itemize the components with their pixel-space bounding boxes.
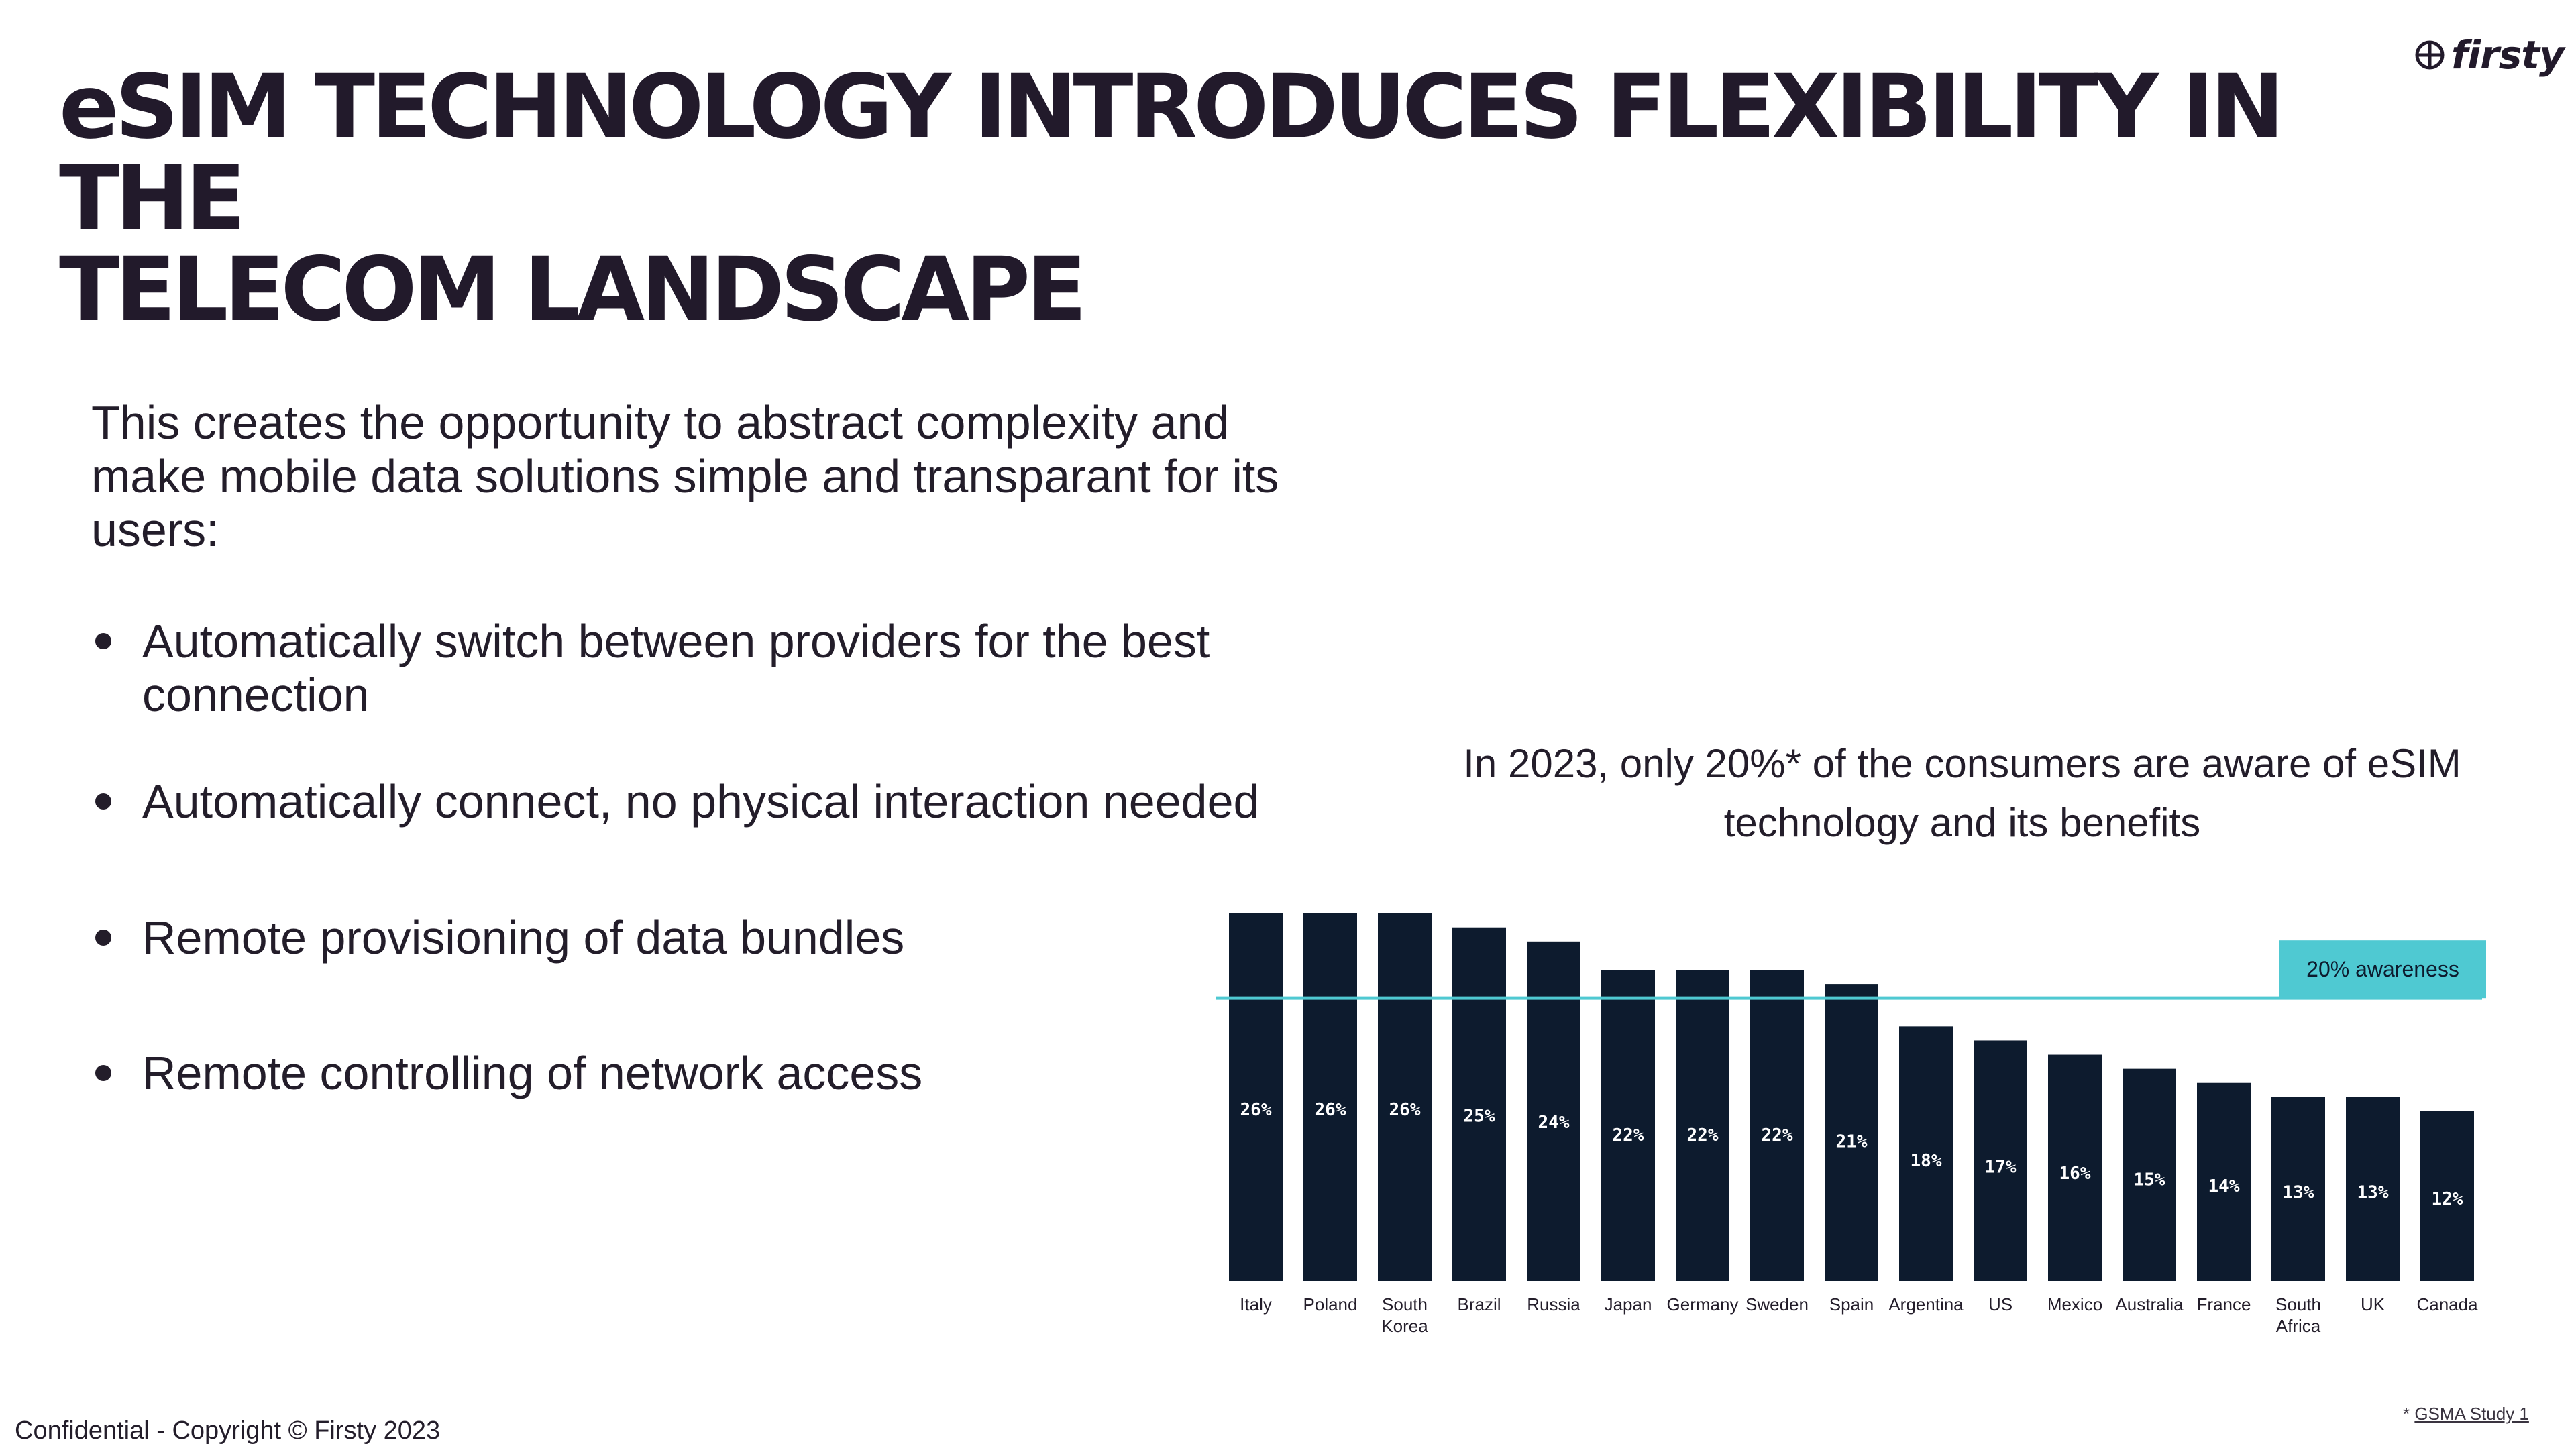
chart-bar-value-label: 17% (1985, 1158, 2017, 1178)
chart-bar (2048, 1054, 2102, 1281)
page-title-line-1: eSIM TECHNOLOGY INTRODUCES FLEXIBILITY I… (59, 56, 2285, 250)
chart-bar (2420, 1111, 2474, 1281)
feature-text: Remote provisioning of data bundles (142, 911, 905, 964)
chart-category-label: Canada (2416, 1294, 2478, 1315)
footer-source-note: * GSMA Study 1 (2403, 1404, 2529, 1425)
bullet-icon (95, 930, 111, 946)
feature-text: Remote controlling of network access (142, 1047, 923, 1099)
chart-bar (2346, 1097, 2400, 1281)
chart-category-label: Italy (1240, 1294, 1272, 1315)
chart-bar (1229, 913, 1283, 1281)
feature-list-item: Automatically switch between providers f… (91, 614, 1339, 722)
chart-bar-value-label: 24% (1538, 1113, 1570, 1133)
feature-text: Automatically connect, no physical inter… (142, 775, 1260, 828)
chart-category-label: Poland (1303, 1294, 1358, 1315)
chart-bar (1303, 913, 1357, 1281)
feature-list-item: Remote controlling of network access (91, 1046, 1339, 1100)
chart-category-label: US (1988, 1294, 2012, 1315)
footer-copyright: Confidential - Copyright © Firsty 2023 (15, 1416, 441, 1445)
feature-list-item: Automatically connect, no physical inter… (91, 775, 1339, 828)
chart-bar (1452, 927, 1506, 1281)
reference-line-label: 20% awareness (2306, 957, 2459, 981)
bullet-icon (95, 1065, 111, 1081)
feature-text: Automatically switch between providers f… (142, 615, 1210, 721)
chart-bar-value-label: 26% (1389, 1100, 1421, 1120)
chart-category-label: Mexico (2047, 1294, 2102, 1315)
chart-bar (2197, 1082, 2251, 1281)
chart-bar-value-label: 26% (1240, 1100, 1272, 1120)
brand-logo-text: firsty (2451, 32, 2565, 78)
chart-category-label: Germany (1667, 1294, 1739, 1315)
reference-line-badge (2279, 940, 2486, 999)
chart-bar-value-label: 21% (1836, 1132, 1868, 1152)
globe-icon (2415, 40, 2445, 70)
chart-category-label: Australia (2115, 1294, 2184, 1315)
chart-bar (2123, 1068, 2176, 1281)
chart-bar-value-label: 14% (2208, 1176, 2240, 1196)
chart-bar (1899, 1026, 1953, 1281)
chart-bar-value-label: 26% (1315, 1100, 1346, 1120)
chart-bar (1527, 941, 1580, 1281)
chart-bar-value-label: 15% (2134, 1170, 2165, 1190)
chart-bar (2271, 1097, 2325, 1281)
bullet-icon (95, 793, 111, 810)
chart-bar (1676, 970, 1729, 1281)
page-title: eSIM TECHNOLOGY INTRODUCES FLEXIBILITY I… (59, 62, 2407, 335)
chart-category-label: France (2197, 1294, 2251, 1315)
bullet-icon (95, 633, 111, 649)
chart-bar (1750, 970, 1804, 1281)
chart-category-label: South Africa (2275, 1294, 2321, 1336)
page-title-line-2: TELECOM LANDSCAPE (59, 238, 1087, 341)
chart-category-label: Japan (1605, 1294, 1652, 1315)
chart-category-label: Spain (1829, 1294, 1874, 1315)
chart-bar-value-label: 13% (2283, 1183, 2314, 1203)
intro-paragraph: This creates the opportunity to abstract… (91, 396, 1279, 556)
chart-bar (1601, 970, 1655, 1281)
brand-logo: firsty (2414, 32, 2565, 78)
source-link[interactable]: GSMA Study 1 (2414, 1404, 2529, 1424)
awareness-bar-chart: 26% Italy 26% Poland 26% South Korea 25% Brazil 2… (1216, 913, 2486, 1336)
chart-bar-value-label: 22% (1687, 1125, 1719, 1146)
chart-category-label: Sweden (1746, 1294, 1809, 1315)
chart-bar (1825, 984, 1878, 1281)
footnote-marker: * (2403, 1404, 2410, 1424)
chart-bar-value-label: 16% (2059, 1164, 2091, 1184)
chart-category-label: Russia (1527, 1294, 1580, 1315)
chart-bar-value-label: 22% (1762, 1125, 1793, 1146)
chart-bar-value-label: 18% (1911, 1151, 1942, 1171)
chart-category-label: Argentina (1888, 1294, 1964, 1315)
chart-category-label: Brazil (1457, 1294, 1501, 1315)
chart-bar-value-label: 25% (1464, 1107, 1495, 1127)
chart-bar-value-label: 13% (2357, 1183, 2389, 1203)
chart-bar (1974, 1040, 2027, 1281)
chart-category-label: UK (2361, 1294, 2385, 1315)
feature-list-item: Remote provisioning of data bundles (91, 911, 1339, 964)
chart-bar-value-label: 12% (2432, 1189, 2463, 1209)
chart-bar (1378, 913, 1432, 1281)
chart-category-label: South Korea (1381, 1294, 1428, 1336)
chart-caption: In 2023, only 20%* of the consumers are … (1463, 741, 2461, 845)
chart-bar-value-label: 22% (1613, 1125, 1644, 1146)
